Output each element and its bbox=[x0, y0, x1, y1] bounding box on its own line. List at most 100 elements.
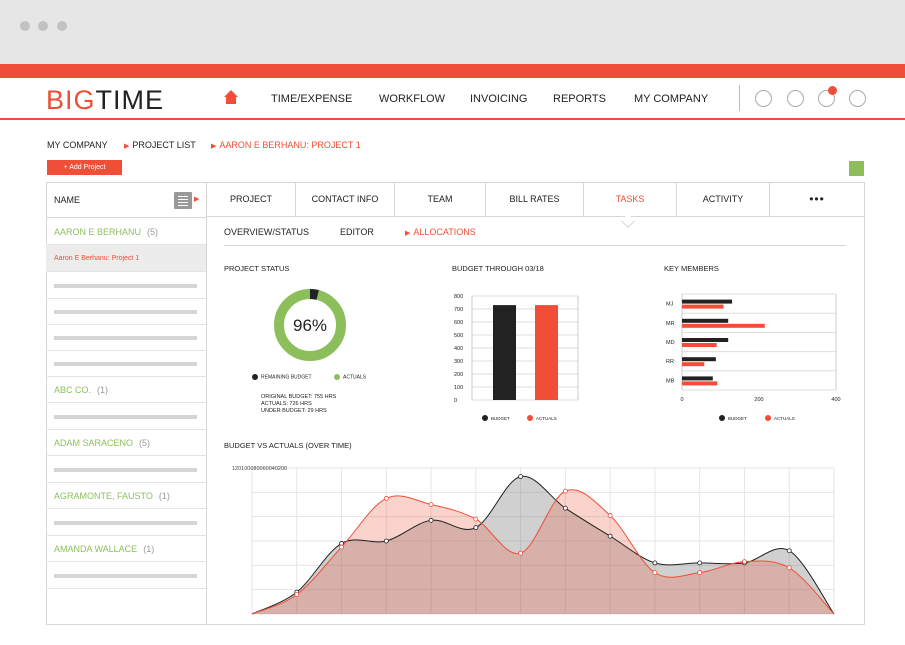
placeholder-bar bbox=[54, 284, 197, 288]
data-point bbox=[607, 513, 613, 518]
sidebar-group[interactable]: ADAM SARACENO (5) bbox=[46, 429, 206, 456]
bar-actuals bbox=[535, 305, 558, 400]
subtab-editor[interactable]: EDITOR bbox=[340, 227, 374, 237]
nav-workflow[interactable]: WORKFLOW bbox=[379, 93, 445, 105]
x-tick-label: 0 bbox=[680, 397, 683, 403]
list-item[interactable] bbox=[46, 403, 206, 430]
series-budget-area bbox=[252, 476, 834, 614]
group-name: AGRAMONTE, FAUSTO bbox=[54, 491, 153, 501]
legend-actuals: ACTUALS bbox=[334, 374, 366, 380]
nav-circle-icon[interactable] bbox=[849, 90, 866, 107]
breadcrumb-my-company[interactable]: MY COMPANY bbox=[47, 140, 108, 150]
legend-label: BUDGET bbox=[728, 416, 747, 421]
group-name: AARON E BERHANU bbox=[54, 227, 142, 237]
window-dot-icon[interactable] bbox=[57, 21, 67, 31]
tab-tasks[interactable]: TASKS bbox=[584, 183, 677, 217]
subtab-label: ALLOCATIONS bbox=[413, 227, 476, 237]
list-item[interactable] bbox=[46, 298, 206, 325]
subtab-overview[interactable]: OVERVIEW/STATUS bbox=[224, 227, 310, 237]
placeholder-bar bbox=[54, 468, 197, 472]
nav-circle-icon[interactable] bbox=[787, 90, 804, 107]
data-point bbox=[339, 544, 344, 550]
y-tick-label: 600 bbox=[454, 320, 463, 326]
data-point bbox=[428, 502, 434, 507]
project-status-title: PROJECT STATUS bbox=[224, 264, 290, 273]
sidebar-group[interactable]: AMANDA WALLACE (1) bbox=[46, 535, 206, 562]
logo-time: TIME bbox=[95, 85, 165, 115]
logo[interactable]: BIGTIME bbox=[46, 86, 164, 114]
bar-actuals bbox=[682, 304, 724, 309]
sidebar-group[interactable]: AARON E BERHANU (5) bbox=[46, 218, 206, 245]
legend-dot bbox=[482, 415, 488, 421]
tab-bill-rates[interactable]: BILL RATES bbox=[486, 183, 584, 217]
data-point bbox=[652, 570, 658, 576]
subtab-allocations[interactable]: ▶ ALLOCATIONS bbox=[405, 227, 476, 237]
data-point bbox=[786, 565, 792, 571]
list-item[interactable] bbox=[46, 509, 206, 536]
legend-dot bbox=[527, 415, 533, 421]
data-point bbox=[607, 533, 613, 539]
nav-my-company[interactable]: MY COMPANY bbox=[634, 93, 709, 105]
overtime-title: BUDGET VS ACTUALS (OVER TIME) bbox=[224, 441, 352, 450]
list-item[interactable] bbox=[46, 272, 206, 299]
legend-dot bbox=[765, 415, 771, 421]
legend-label: BUDGET bbox=[491, 416, 510, 421]
bar-budget bbox=[682, 376, 713, 381]
list-view-icon[interactable] bbox=[174, 192, 192, 209]
status-square[interactable] bbox=[849, 161, 864, 176]
list-item[interactable] bbox=[46, 324, 206, 351]
sidebar-item-selected[interactable]: Aaron E Berhanu: Project 1 bbox=[46, 245, 206, 272]
data-point bbox=[383, 538, 389, 544]
legend-label: ACTUALS bbox=[774, 416, 795, 421]
data-point bbox=[473, 525, 479, 531]
group-count: (1) bbox=[158, 491, 170, 501]
tab-contact-info[interactable]: CONTACT INFO bbox=[296, 183, 395, 217]
data-point bbox=[786, 548, 792, 554]
window-dot-icon[interactable] bbox=[20, 21, 30, 31]
home-icon[interactable] bbox=[223, 89, 239, 105]
bar-actuals bbox=[682, 343, 717, 347]
nav-time-expense[interactable]: TIME/EXPENSE bbox=[271, 93, 353, 105]
more-tabs-icon[interactable]: ••• bbox=[809, 192, 825, 206]
tab-team[interactable]: TEAM bbox=[395, 183, 486, 217]
caret-icon: ▶ bbox=[124, 143, 130, 150]
window-dot-icon[interactable] bbox=[38, 21, 48, 31]
legend-dot bbox=[719, 415, 725, 421]
donut-remaining-arc bbox=[274, 289, 346, 361]
breadcrumb-project-list[interactable]: ▶ PROJECT LIST bbox=[124, 140, 196, 150]
nav-reports[interactable]: REPORTS bbox=[553, 93, 606, 105]
data-point bbox=[697, 560, 703, 566]
sidebar-group[interactable]: AGRAMONTE, FAUSTO (1) bbox=[46, 482, 206, 509]
placeholder-bar bbox=[54, 310, 197, 314]
bar-actuals bbox=[682, 381, 718, 386]
data-point bbox=[562, 505, 568, 511]
tab-activity[interactable]: ACTIVITY bbox=[677, 183, 770, 217]
category-label: MD bbox=[666, 340, 675, 346]
data-point bbox=[473, 516, 479, 522]
key-members-title: KEY MEMBERS bbox=[664, 264, 719, 273]
sidebar-group[interactable]: ABC CO. (1) bbox=[46, 376, 206, 403]
series-actuals-area bbox=[252, 489, 834, 614]
sidebar-header-label: NAME bbox=[54, 195, 81, 205]
bar-budget bbox=[682, 318, 729, 323]
bar-budget bbox=[682, 299, 733, 304]
y-tick-label: 400 bbox=[454, 346, 463, 352]
breadcrumb-label: AARON E BERHANU: PROJECT 1 bbox=[219, 140, 361, 150]
nav-invoicing[interactable]: INVOICING bbox=[470, 93, 528, 105]
tab-project[interactable]: PROJECT bbox=[207, 183, 296, 217]
data-point bbox=[428, 517, 434, 523]
bar-budget bbox=[493, 305, 516, 400]
nav-circle-icon[interactable] bbox=[755, 90, 772, 107]
add-project-button[interactable]: + Add Project bbox=[47, 160, 122, 175]
list-item[interactable] bbox=[46, 562, 206, 589]
browser-chrome bbox=[0, 0, 905, 64]
placeholder-bar bbox=[54, 336, 197, 340]
top-nav: BIGTIME TIME/EXPENSE WORKFLOW INVOICING … bbox=[0, 78, 905, 120]
caret-icon: ▶ bbox=[194, 196, 200, 203]
data-point bbox=[518, 550, 524, 556]
group-name: ADAM SARACENO bbox=[54, 438, 134, 448]
list-item[interactable] bbox=[46, 456, 206, 483]
list-item[interactable] bbox=[46, 350, 206, 377]
placeholder-bar bbox=[54, 362, 197, 366]
group-count: (1) bbox=[97, 385, 109, 395]
